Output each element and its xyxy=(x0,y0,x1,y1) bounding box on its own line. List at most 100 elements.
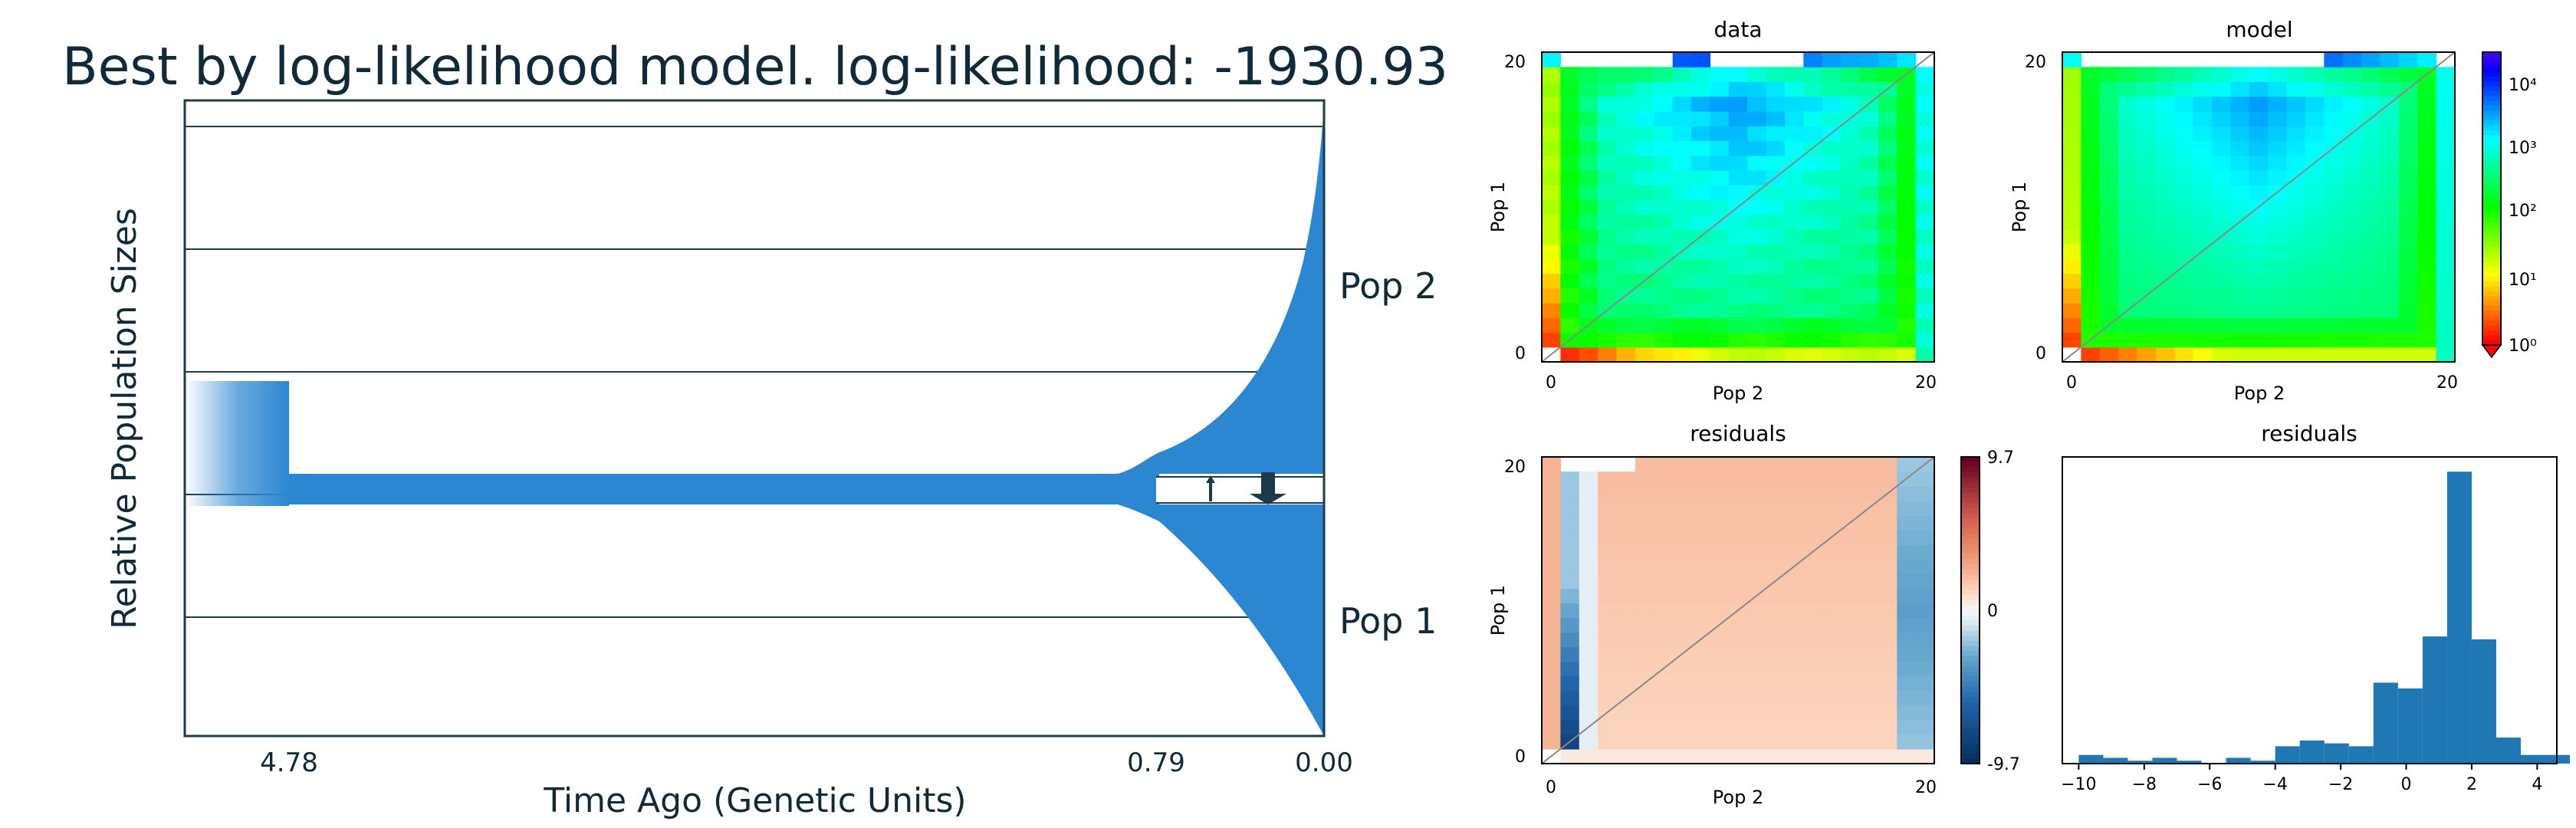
heatmap-cell xyxy=(2137,140,2157,156)
model-heatmap-cells xyxy=(2062,52,2456,363)
heatmap-cell xyxy=(2249,332,2269,348)
heatmap-cell xyxy=(1747,457,1767,472)
heatmap-cell xyxy=(2342,140,2362,156)
colorbar-segment xyxy=(1961,457,1980,463)
heatmap-cell xyxy=(1897,690,1917,706)
heatmap-cell xyxy=(1766,705,1786,721)
heatmap-cell xyxy=(1859,303,1879,318)
heatmap-cell xyxy=(1560,515,1580,531)
heatmap-cell xyxy=(2230,140,2250,156)
heatmap-cell xyxy=(1766,719,1786,735)
heatmap-cell xyxy=(1635,559,1654,574)
heatmap-cell xyxy=(2230,332,2250,348)
colorbar-segment xyxy=(2482,106,2501,111)
heatmap-cell xyxy=(1598,501,1618,516)
colorbar-segment xyxy=(1961,661,1980,667)
heatmap-cell xyxy=(1747,501,1767,516)
heatmap-cell xyxy=(2342,258,2362,274)
heatmap-cell xyxy=(2342,228,2362,245)
heatmap-cell xyxy=(2286,273,2306,289)
colorbar-tick-label: 10⁰ xyxy=(2509,337,2537,356)
heatmap-cell xyxy=(2081,244,2101,259)
heatmap-cell xyxy=(1616,199,1636,215)
heatmap-cell xyxy=(1542,110,1561,127)
colorbar-segment xyxy=(2482,189,2501,195)
heatmap-cell xyxy=(2193,110,2213,127)
heatmap-cell xyxy=(2324,317,2344,334)
heatmap-cell xyxy=(2286,303,2306,318)
heatmap-cell xyxy=(1897,661,1917,677)
heatmap-cell xyxy=(1803,501,1823,516)
heatmap-cell xyxy=(1728,632,1748,648)
heatmap-cell xyxy=(1616,573,1636,590)
heatmap-cell xyxy=(1542,719,1561,735)
residuals-xlabel: Pop 2 xyxy=(1713,787,1763,808)
heatmap-cell xyxy=(1747,690,1767,706)
heatmap-cell xyxy=(1784,588,1804,604)
histogram-bar xyxy=(2373,682,2398,764)
heatmap-cell xyxy=(1803,347,1823,363)
heatmap-cell xyxy=(1672,52,1692,67)
heatmap-cell xyxy=(1766,588,1786,604)
heatmap-cell xyxy=(1897,573,1917,590)
heatmap-cell xyxy=(1878,185,1898,200)
heatmap-cell xyxy=(1766,110,1786,127)
heatmap-cell xyxy=(1784,258,1804,274)
heatmap-cell xyxy=(1897,96,1917,112)
heatmap-cell xyxy=(1654,559,1674,574)
heatmap-cell xyxy=(2118,199,2138,215)
heatmap-cell xyxy=(1691,140,1711,156)
heatmap-cell xyxy=(1598,110,1618,127)
heatmap-cell xyxy=(1616,661,1636,677)
heatmap-cell xyxy=(1859,617,1879,633)
heatmap-cell xyxy=(2268,317,2288,334)
heatmap-cell xyxy=(1822,486,1842,501)
colorbar-segment xyxy=(2482,257,2501,263)
colorbar-segment xyxy=(2482,213,2501,219)
heatmap-cell xyxy=(1766,288,1786,304)
heatmap-cell xyxy=(2436,273,2456,289)
heatmap-cell xyxy=(2380,52,2400,67)
heatmap-cell xyxy=(2081,169,2101,186)
x-tick-label: 20 xyxy=(1915,778,1937,797)
heatmap-cell xyxy=(1878,258,1898,274)
heatmap-cell xyxy=(1747,317,1767,334)
heatmap-cell xyxy=(2062,81,2082,97)
x-tick-label: −2 xyxy=(2328,775,2353,794)
heatmap-cell xyxy=(1766,155,1786,171)
heatmap-cell xyxy=(1803,705,1823,721)
heatmap-cell xyxy=(2137,126,2157,142)
heatmap-cell xyxy=(1579,559,1598,574)
x-tick-label: 0 xyxy=(1546,778,1556,797)
histogram-bar xyxy=(2177,761,2202,764)
heatmap-cell xyxy=(2268,332,2288,348)
histogram-bar xyxy=(2446,472,2472,764)
heatmap-cell xyxy=(2286,317,2306,334)
colorbar-segment xyxy=(1961,590,1980,596)
heatmap-cell xyxy=(1897,288,1917,304)
heatmap-cell xyxy=(1915,690,1935,706)
heatmap-cell xyxy=(1579,244,1598,259)
heatmap-cell xyxy=(1672,544,1692,560)
heatmap-cell xyxy=(2286,155,2306,171)
heatmap-cell xyxy=(2324,110,2344,127)
heatmap-cell xyxy=(1728,544,1748,560)
heatmap-cell xyxy=(2212,347,2232,363)
y-tick-label: 20 xyxy=(1504,53,1526,72)
histogram-bar xyxy=(2496,738,2522,764)
heatmap-cell xyxy=(1542,486,1561,501)
heatmap-cell xyxy=(2062,332,2082,348)
heatmap-cell xyxy=(1710,288,1730,304)
heatmap-cell xyxy=(1878,603,1898,619)
colorbar-segment xyxy=(1961,482,1980,488)
heatmap-cell xyxy=(2137,199,2157,215)
heatmap-cell xyxy=(1542,81,1561,97)
heatmap-cell xyxy=(1672,169,1692,186)
heatmap-cell xyxy=(1542,52,1561,67)
heatmap-cell xyxy=(2417,214,2437,230)
residuals-panel: residuals 20 0 0 20 Pop 2 Pop 1 9.7 0 -9… xyxy=(1487,421,2020,808)
demography-panel: Best by log-likelihood model. log-likeli… xyxy=(62,37,1448,820)
heatmap-cell xyxy=(1747,332,1767,348)
heatmap-cell xyxy=(1560,501,1580,516)
heatmap-cell xyxy=(1859,155,1879,171)
